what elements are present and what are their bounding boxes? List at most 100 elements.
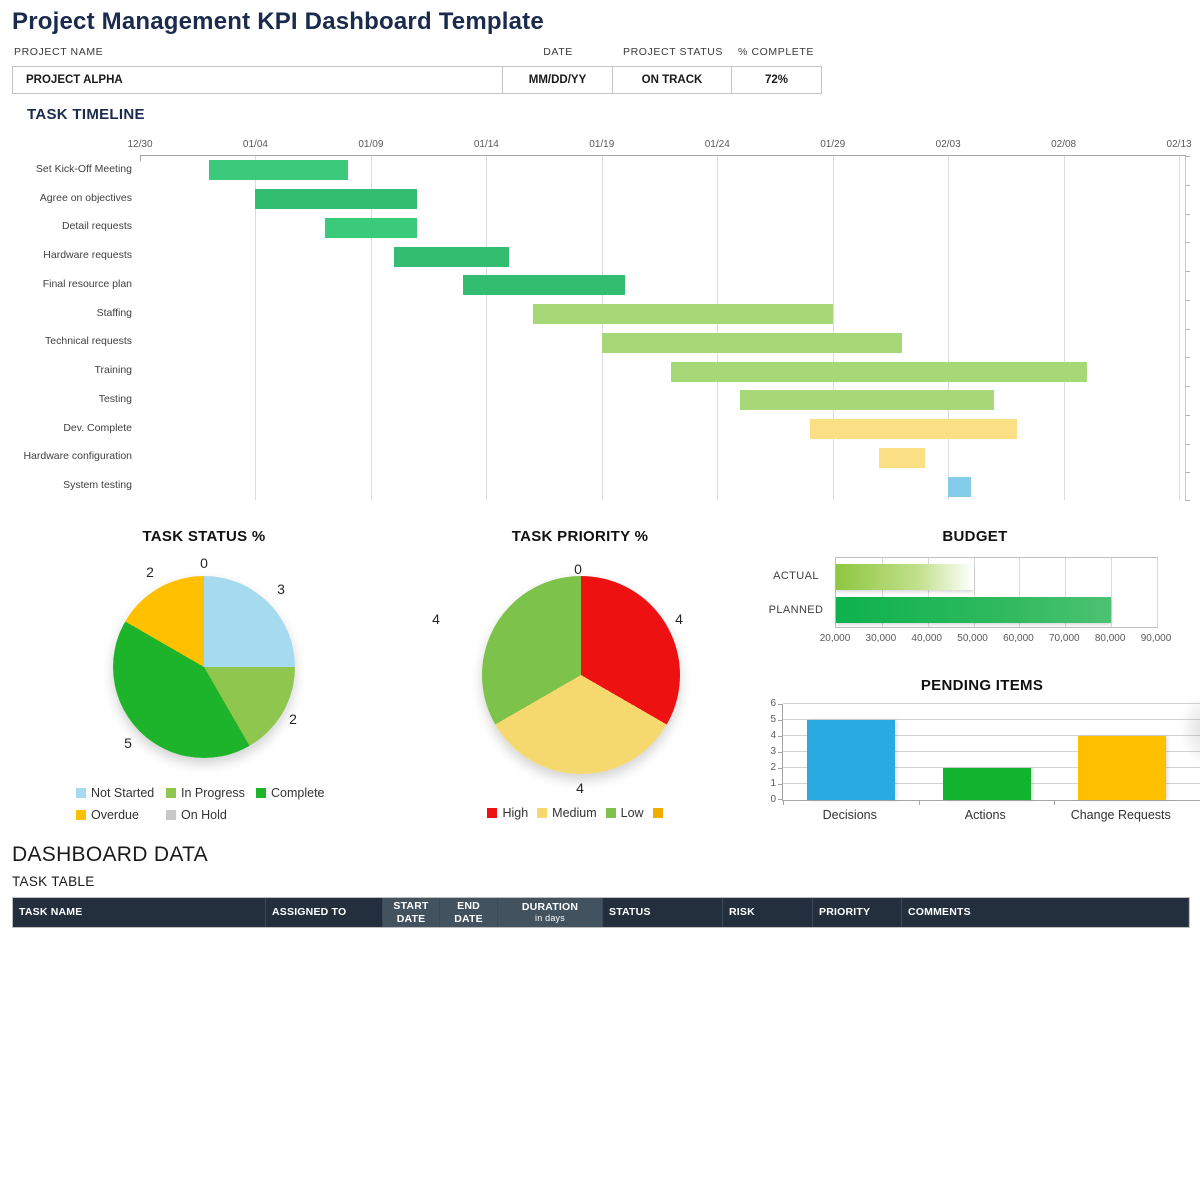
gantt-task-label: Staffing [96,306,132,319]
project-status-field[interactable]: ON TRACK [612,67,731,93]
column-header-status: STATUS [603,898,723,927]
gantt-right-tick [1185,299,1190,301]
gantt-gridline [1063,156,1065,500]
gantt-task-label: Training [94,364,132,377]
column-header-risk: RISK [723,898,813,927]
gantt-bar [255,189,418,210]
gantt-gridline [601,156,603,500]
task-priority-legend: High Medium Low [482,806,682,820]
legend-swatch [256,788,266,798]
task-status-legend-row2: Overdue On Hold [76,808,256,822]
percent-complete-field[interactable]: 72% [731,67,821,93]
legend-swatch [166,788,176,798]
budget-chart-title: BUDGET [942,528,1008,545]
budget-axis: 20,000 30,000 40,000 50,000 60,000 70,000 80,0… [0,633,1200,645]
gantt-axis-tick-label: 12/30 [127,139,153,150]
pending-gridline [783,751,1200,752]
pending-y-tick [778,720,783,721]
legend-item [652,806,668,820]
gantt-gridline [1179,156,1181,500]
legend-swatch [166,810,176,820]
budget-gridline [973,558,975,627]
pending-bar-actions [942,768,1031,800]
gantt-right-tick [1185,443,1190,445]
budget-chart [835,557,1158,628]
column-header-task-name: TASK NAME [13,898,266,927]
percent-complete-label: % COMPLETE [737,46,814,58]
pending-y-tick [778,799,783,800]
budget-gridline [927,558,929,627]
legend-swatch [76,810,86,820]
gantt-axis-tick-label: 01/14 [473,139,499,150]
scroll-indicator[interactable] [1180,693,1200,765]
gantt-gridline [370,156,372,500]
gantt-axis-tick-label: 02/03 [935,139,961,150]
gantt-right-tick [1185,357,1190,359]
pending-y-label: 5 [770,714,776,725]
task-timeline-heading: TASK TIMELINE [27,106,145,123]
task-priority-pie [482,576,680,774]
budget-tick-label: 70,000 [1048,633,1080,644]
legend-label: Medium [552,806,597,820]
pending-y-label: 6 [770,698,776,709]
gantt-right-tick [1185,184,1190,186]
pending-items-chart [778,703,1200,805]
legend-label: Complete [271,786,325,800]
budget-tick-label: 30,000 [865,633,897,644]
gantt-bar [324,217,418,238]
gantt-gridline [717,156,719,500]
legend-swatch [76,788,86,798]
status-on-hold-value: 0 [200,555,208,571]
gantt-right-tick [1185,328,1190,330]
legend-item: On Hold [166,808,256,822]
legend-label: Low [620,806,644,820]
pending-items-chart-title: PENDING ITEMS [920,677,1044,694]
legend-label: In Progress [181,786,245,800]
gantt-task-label: Final resource plan [42,277,132,290]
gantt-axis-tick [140,156,141,161]
budget-actual-label: ACTUAL [773,570,819,582]
budget-gridline [1111,558,1113,627]
status-complete-value: 5 [124,735,132,751]
gantt-bar [740,390,995,411]
pending-x-tick [1054,800,1055,805]
legend-swatch [605,808,616,818]
gantt-bar [878,447,926,468]
project-name-field[interactable]: PROJECT ALPHA [26,74,123,86]
legend-swatch [537,808,548,818]
date-field[interactable]: MM/DD/YY [502,67,612,93]
gantt-task-label: Detail requests [61,220,132,233]
gantt-axis-tick-label: 01/29 [820,139,846,150]
gantt-right-tick [1185,242,1190,244]
task-status-legend-row1: Not Started In Progress Complete [76,786,346,800]
budget-gridline [1157,558,1158,627]
dashboard-data-heading: DASHBOARD DATA [12,843,208,866]
gantt-bar [463,275,625,296]
column-header-duration: DURATION in days [498,898,603,927]
legend-swatch [652,808,663,818]
gantt-gridline [255,156,257,500]
gantt-bar [532,304,833,325]
legend-item: Medium [537,806,597,820]
pending-gridline [783,719,1200,720]
pending-y-tick [778,752,783,753]
column-subheader: in days [535,913,565,924]
budget-tick-label: 60,000 [1003,633,1034,644]
gantt-task-label: Dev. Complete [63,421,132,434]
gantt-bar [393,246,510,267]
gantt-task-label: Hardware configuration [23,450,132,463]
gantt-right-tick [1185,271,1190,272]
budget-tick-label: 40,000 [911,633,942,644]
legend-item: In Progress [166,786,256,800]
column-header-priority: PRIORITY [813,898,902,927]
pending-gridline [783,703,1200,704]
gantt-task-label: System testing [63,479,132,492]
priority-extra-value: 0 [574,561,582,577]
gantt-task-label: Technical requests [45,335,132,348]
column-header-assigned-to: ASSIGNED TO [266,898,383,927]
date-label: DATE [543,46,573,58]
pending-y-tick [778,704,783,705]
gantt-axis-tick-label: 02/13 [1166,139,1192,150]
column-header-start-date: START DATE [383,898,440,927]
